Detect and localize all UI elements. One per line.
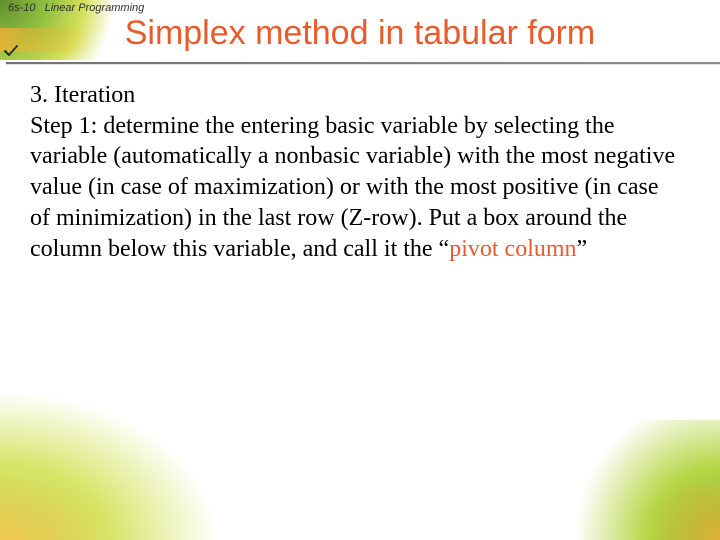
body-text: 3. Iteration Step 1: determine the enter… — [30, 80, 680, 264]
title-underline — [6, 62, 720, 64]
iteration-heading: 3. Iteration — [30, 80, 680, 111]
decor-corner-bottom-left — [0, 390, 220, 540]
page-section: Linear Programming — [45, 2, 145, 14]
slide: 6s-10 Linear Programming Simplex method … — [0, 0, 720, 540]
page-number: 6s-10 — [8, 2, 36, 14]
slide-title: Simplex method in tabular form — [0, 14, 720, 53]
step-paragraph: Step 1: determine the entering basic var… — [30, 111, 680, 265]
step-label: Step 1 — [30, 113, 91, 139]
page-label: 6s-10 Linear Programming — [8, 2, 144, 14]
step-text-post: ” — [577, 236, 588, 262]
pivot-column-accent: pivot column — [449, 236, 576, 262]
decor-corner-bottom-right — [550, 420, 720, 540]
